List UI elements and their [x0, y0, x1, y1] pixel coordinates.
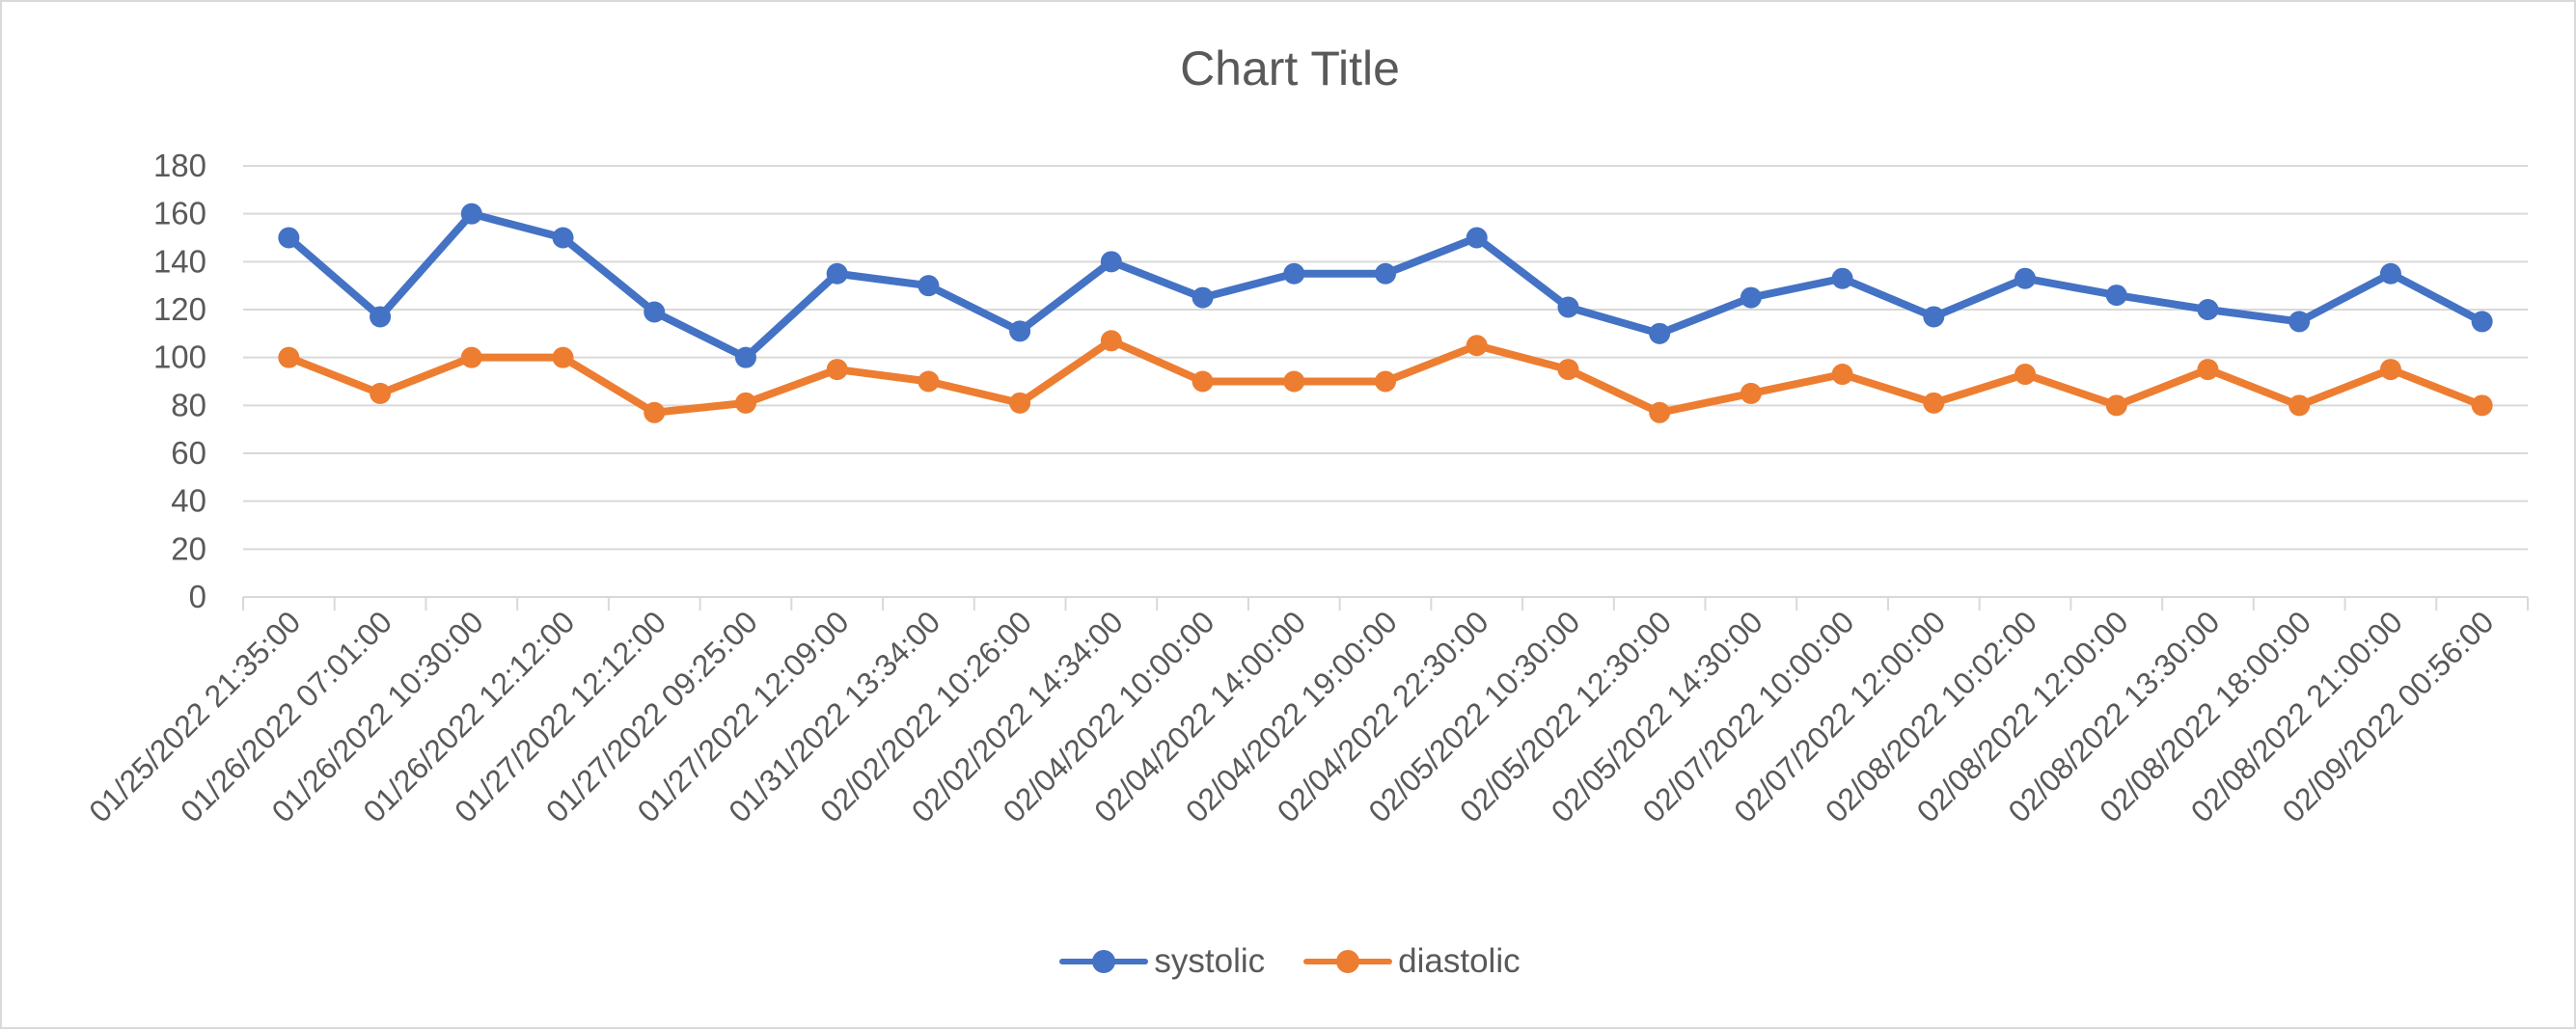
data-point-systolic [1740, 286, 1762, 309]
data-point-systolic [644, 301, 666, 323]
y-tick-label: 20 [171, 530, 206, 566]
data-point-diastolic [2471, 394, 2493, 417]
data-point-systolic [1375, 262, 1396, 285]
data-point-systolic [2105, 285, 2127, 307]
legend-marker-diastolic [1303, 948, 1393, 975]
data-point-diastolic [1557, 359, 1579, 381]
data-point-diastolic [734, 392, 756, 414]
series-line-systolic [285, 209, 2486, 362]
data-point-systolic [1557, 296, 1579, 318]
data-point-diastolic [278, 346, 300, 368]
data-point-diastolic [1375, 370, 1396, 393]
data-point-diastolic [2288, 394, 2311, 417]
y-tick-label: 140 [153, 243, 206, 279]
data-point-diastolic [2014, 364, 2037, 386]
data-point-systolic [1923, 306, 1945, 328]
data-point-diastolic [644, 401, 666, 423]
data-point-diastolic [1923, 392, 1945, 414]
data-point-diastolic [552, 346, 574, 368]
data-point-systolic [1831, 267, 1853, 289]
data-point-diastolic [2105, 394, 2127, 417]
y-tick-label: 60 [171, 435, 206, 471]
y-tick-label: 180 [153, 148, 206, 183]
data-point-diastolic [1283, 370, 1305, 393]
data-point-systolic [2197, 299, 2219, 320]
data-point-diastolic [1466, 335, 1488, 357]
data-point-systolic [2379, 262, 2401, 285]
y-tick-label: 120 [153, 291, 206, 327]
data-point-systolic [1283, 262, 1305, 285]
series-layer [278, 203, 2493, 423]
data-point-systolic [1649, 322, 1671, 344]
data-point-systolic [278, 227, 300, 249]
y-tick-label: 0 [189, 579, 206, 614]
data-point-systolic [826, 262, 848, 285]
data-point-systolic [1009, 320, 1031, 342]
data-point-diastolic [2197, 359, 2219, 381]
data-point-diastolic [1649, 401, 1671, 423]
legend-item-systolic: systolic [1059, 942, 1265, 981]
gridlines [243, 165, 2528, 598]
data-point-diastolic [918, 370, 940, 393]
data-point-systolic [460, 203, 482, 225]
y-tick-label: 80 [171, 387, 206, 422]
legend-label-systolic: systolic [1154, 942, 1266, 980]
data-point-diastolic [826, 359, 848, 381]
data-point-systolic [734, 346, 756, 368]
y-tick-label: 40 [171, 483, 206, 519]
data-point-diastolic [2379, 359, 2401, 381]
data-point-systolic [1100, 251, 1122, 273]
data-point-systolic [370, 306, 392, 328]
data-point-systolic [1192, 286, 1214, 309]
y-tick-label: 100 [153, 339, 206, 375]
data-point-diastolic [460, 346, 482, 368]
data-point-diastolic [1192, 370, 1214, 393]
data-point-systolic [552, 227, 574, 249]
data-point-diastolic [1740, 382, 1762, 404]
data-point-diastolic [1100, 330, 1122, 352]
y-tick-label: 160 [153, 196, 206, 231]
data-point-systolic [2014, 267, 2037, 289]
legend-item-diastolic: diastolic [1303, 942, 1521, 981]
chart-title: Chart Title [1180, 41, 1400, 95]
data-point-diastolic [370, 382, 392, 404]
legend-label-diastolic: diastolic [1398, 942, 1521, 980]
data-point-systolic [2288, 311, 2311, 333]
data-point-systolic [918, 275, 940, 297]
data-point-diastolic [1831, 364, 1853, 386]
y-axis: 0 20 40 60 80 100 120 140 160 180 [153, 148, 206, 614]
legend: systolic diastolic [2, 942, 2576, 981]
data-point-systolic [2471, 311, 2493, 333]
data-point-diastolic [1009, 392, 1031, 414]
data-point-systolic [1466, 227, 1488, 249]
legend-marker-systolic [1059, 948, 1149, 975]
